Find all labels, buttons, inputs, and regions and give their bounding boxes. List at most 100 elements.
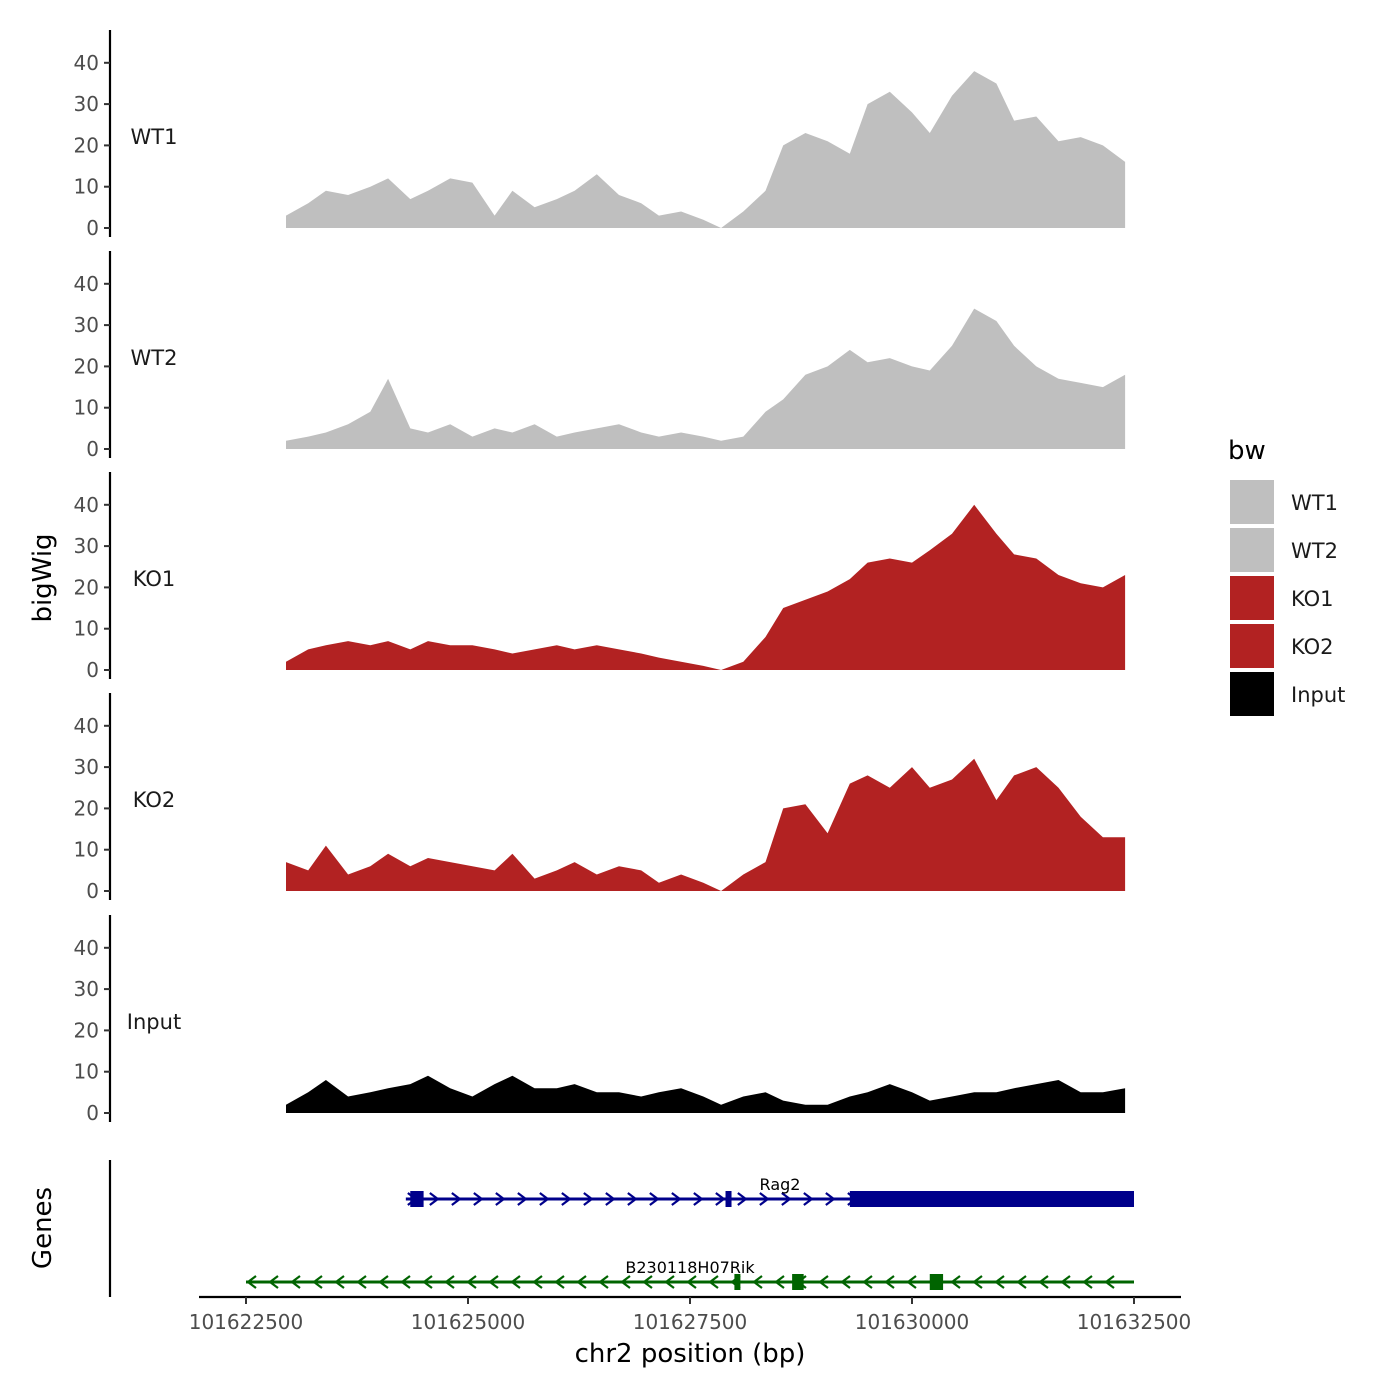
strand-arrow xyxy=(693,1192,704,1206)
strand-arrow xyxy=(620,1275,631,1289)
y-tick-label: 40 xyxy=(74,714,99,738)
y-tick-label: 30 xyxy=(74,755,99,779)
coverage-area-input xyxy=(286,1075,1126,1113)
gene-label: Rag2 xyxy=(760,1175,801,1194)
x-tick-label: 101625000 xyxy=(411,1310,526,1334)
strand-arrow xyxy=(994,1275,1005,1289)
x-tick-label: 101632500 xyxy=(1077,1310,1192,1334)
strand-arrow xyxy=(246,1275,257,1289)
strand-arrow xyxy=(451,1192,462,1206)
strand-arrow xyxy=(268,1275,279,1289)
strand-arrow xyxy=(378,1275,389,1289)
strand-arrow xyxy=(429,1192,440,1206)
strand-arrow xyxy=(950,1275,961,1289)
strand-arrow xyxy=(1104,1275,1115,1289)
gene-exon xyxy=(849,1191,1134,1207)
track-panel-ko1: 0 10 20 30 40 KO1 xyxy=(74,472,1126,682)
coverage-area-wt1 xyxy=(286,71,1126,228)
strand-arrow xyxy=(1038,1275,1049,1289)
strand-arrow xyxy=(664,1275,675,1289)
x-axis: 101622500 101625000 101627500 101630000 1016… xyxy=(189,1295,1192,1334)
track-label-input: Input xyxy=(127,1010,181,1034)
track-panel-wt2: 0 10 20 30 40 WT2 xyxy=(74,251,1126,461)
legend-label-wt2: WT2 xyxy=(1291,539,1338,563)
legend-label-ko2: KO2 xyxy=(1291,635,1334,659)
strand-arrow xyxy=(781,1192,792,1206)
strand-arrow xyxy=(532,1275,543,1289)
strand-arrow xyxy=(752,1275,763,1289)
strand-arrow xyxy=(671,1192,682,1206)
strand-arrow xyxy=(510,1275,521,1289)
strand-arrow xyxy=(561,1192,572,1206)
y-tick-label: 30 xyxy=(74,313,99,337)
gene-exon xyxy=(929,1274,944,1290)
x-tick-label: 101630000 xyxy=(855,1310,970,1334)
y-tick-label: 30 xyxy=(74,977,99,1001)
strand-arrow xyxy=(488,1275,499,1289)
strand-arrow xyxy=(473,1192,484,1206)
strand-arrow xyxy=(737,1192,748,1206)
strand-arrow xyxy=(759,1192,770,1206)
strand-arrow xyxy=(972,1275,983,1289)
genes-track: Rag2 B230118H07Rik xyxy=(108,1160,1134,1297)
strand-arrow xyxy=(840,1275,851,1289)
strand-arrow xyxy=(554,1275,565,1289)
genes-axis-title: Genes xyxy=(28,1187,58,1269)
y-tick-label: 10 xyxy=(74,617,99,641)
y-tick-label: 30 xyxy=(74,92,99,116)
y-tick-label: 20 xyxy=(74,354,99,378)
coverage-area-ko2 xyxy=(286,758,1126,891)
strand-arrow xyxy=(444,1275,455,1289)
gene-exon xyxy=(734,1274,741,1290)
strand-arrow xyxy=(539,1192,550,1206)
track-panel-wt1: 0 10 20 30 40 WT1 xyxy=(74,30,1126,240)
coverage-area-wt2 xyxy=(286,308,1126,449)
legend-swatch-wt2 xyxy=(1230,528,1274,572)
x-tick-label: 101627500 xyxy=(633,1310,748,1334)
y-tick-label: 10 xyxy=(74,175,99,199)
strand-arrow xyxy=(708,1275,719,1289)
strand-arrow xyxy=(583,1192,594,1206)
x-tick-label: 101622500 xyxy=(189,1310,304,1334)
strand-arrow xyxy=(290,1275,301,1289)
y-tick-label: 40 xyxy=(74,493,99,517)
strand-arrow xyxy=(598,1275,609,1289)
strand-arrow xyxy=(422,1275,433,1289)
strand-arrow xyxy=(627,1192,638,1206)
y-tick-label: 0 xyxy=(86,658,99,682)
y-tick-label: 0 xyxy=(86,879,99,903)
y-tick-label: 30 xyxy=(74,534,99,558)
strand-arrow xyxy=(649,1192,660,1206)
track-label-wt2: WT2 xyxy=(131,346,178,370)
y-tick-label: 20 xyxy=(74,1018,99,1042)
track-panel-input: 0 10 20 30 40 Input xyxy=(74,915,1126,1125)
y-tick-label: 40 xyxy=(74,51,99,75)
strand-arrow xyxy=(576,1275,587,1289)
y-tick-label: 10 xyxy=(74,396,99,420)
strand-arrow xyxy=(686,1275,697,1289)
strand-arrow xyxy=(356,1275,367,1289)
strand-arrow xyxy=(825,1192,836,1206)
y-tick-label: 20 xyxy=(74,575,99,599)
legend-label-wt1: WT1 xyxy=(1291,491,1338,515)
strand-arrow xyxy=(334,1275,345,1289)
legend-swatch-input xyxy=(1230,672,1274,716)
legend: bw WT1 WT2 KO1 KO2 Input xyxy=(1228,436,1345,716)
strand-arrow xyxy=(400,1275,411,1289)
legend-swatch-wt1 xyxy=(1230,480,1274,524)
y-axis-title: bigWig xyxy=(28,533,58,622)
y-tick-label: 0 xyxy=(86,437,99,461)
strand-arrow xyxy=(1082,1275,1093,1289)
y-tick-label: 40 xyxy=(74,272,99,296)
y-tick-label: 10 xyxy=(74,1060,99,1084)
strand-arrow xyxy=(1060,1275,1071,1289)
strand-arrow xyxy=(1016,1275,1027,1289)
y-tick-label: 20 xyxy=(74,796,99,820)
gene-exon xyxy=(792,1274,804,1290)
strand-arrow xyxy=(715,1192,726,1206)
strand-arrow xyxy=(517,1192,528,1206)
y-tick-label: 20 xyxy=(74,133,99,157)
strand-arrow xyxy=(605,1192,616,1206)
y-tick-label: 0 xyxy=(86,216,99,240)
